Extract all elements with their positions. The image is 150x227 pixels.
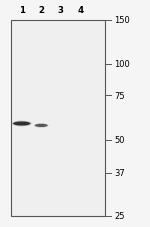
Text: 4: 4 bbox=[77, 6, 83, 15]
Text: 37: 37 bbox=[114, 168, 125, 178]
Text: 50: 50 bbox=[114, 136, 124, 145]
Ellipse shape bbox=[13, 122, 30, 126]
Text: 3: 3 bbox=[58, 6, 64, 15]
Bar bbox=[11, 20, 105, 216]
Text: 25: 25 bbox=[114, 211, 124, 220]
Text: 1: 1 bbox=[19, 6, 25, 15]
Ellipse shape bbox=[12, 121, 32, 127]
Ellipse shape bbox=[34, 124, 49, 128]
Text: 75: 75 bbox=[114, 91, 125, 100]
Text: 150: 150 bbox=[114, 16, 130, 25]
Ellipse shape bbox=[35, 124, 48, 127]
Text: 2: 2 bbox=[38, 6, 44, 15]
Text: 100: 100 bbox=[114, 60, 130, 69]
